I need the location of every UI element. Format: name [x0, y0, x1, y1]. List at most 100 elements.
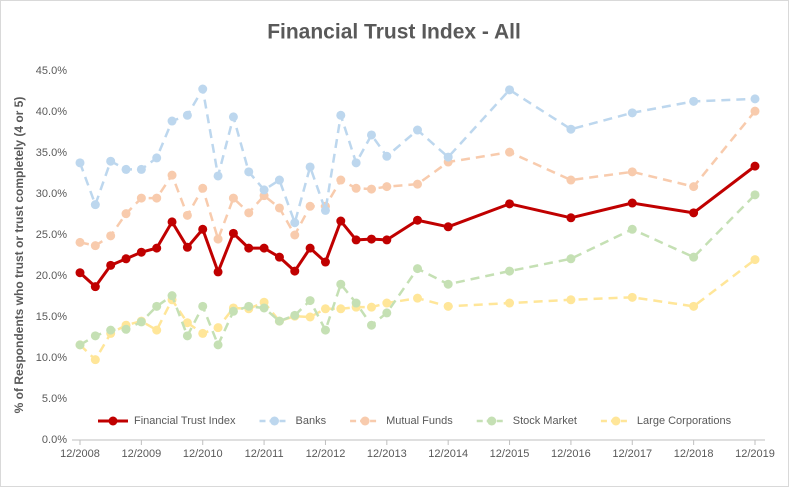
data-point	[505, 199, 515, 209]
data-point	[443, 222, 453, 232]
data-point	[274, 175, 284, 185]
data-point	[259, 185, 269, 195]
data-point	[244, 208, 254, 218]
y-tick-label: 30.0%	[36, 188, 67, 200]
data-point	[413, 125, 422, 135]
y-tick-label: 10.0%	[36, 352, 67, 364]
legend-label: Financial Trust Index	[134, 415, 236, 427]
series-line	[79, 110, 756, 247]
data-point	[336, 304, 346, 314]
data-point	[366, 320, 376, 330]
y-tick-label: 20.0%	[36, 270, 67, 282]
data-point	[75, 237, 85, 247]
data-point	[90, 355, 100, 365]
data-point	[689, 182, 699, 192]
data-point	[382, 182, 392, 192]
data-point	[167, 116, 177, 126]
data-point	[336, 110, 346, 120]
data-point	[121, 254, 131, 264]
data-point	[152, 153, 162, 163]
data-point	[443, 152, 453, 162]
data-point	[382, 151, 392, 161]
data-point	[182, 210, 192, 220]
data-point	[136, 193, 146, 203]
data-point	[121, 164, 131, 174]
data-point	[320, 304, 330, 314]
data-point	[366, 184, 376, 194]
data-point	[136, 317, 146, 327]
data-point	[305, 312, 315, 322]
series	[75, 190, 760, 350]
data-point	[750, 106, 760, 116]
data-point	[228, 112, 238, 122]
legend-label: Mutual Funds	[386, 415, 453, 427]
series	[75, 84, 760, 228]
y-tick-label: 45.0%	[36, 65, 67, 77]
chart-title: Financial Trust Index - All	[267, 21, 521, 44]
data-point	[152, 301, 162, 311]
data-point	[413, 264, 422, 274]
data-point	[750, 94, 760, 104]
data-point	[305, 243, 315, 253]
data-point	[443, 301, 453, 311]
data-point	[627, 167, 637, 177]
data-point	[305, 201, 315, 211]
data-point	[382, 298, 392, 308]
data-point	[228, 193, 238, 203]
data-point	[627, 224, 637, 234]
data-point	[167, 217, 177, 227]
data-point	[505, 147, 515, 157]
data-point	[244, 243, 254, 253]
data-point	[566, 254, 576, 264]
data-point	[198, 328, 208, 338]
x-tick-label: 12/2009	[121, 448, 161, 460]
data-point	[627, 108, 637, 118]
data-point	[213, 340, 223, 350]
data-point	[413, 179, 422, 189]
data-point	[336, 279, 346, 289]
data-point	[136, 164, 146, 174]
data-point	[90, 241, 100, 251]
data-point	[627, 198, 637, 208]
legend-label: Large Corporations	[637, 415, 732, 427]
data-point	[750, 255, 760, 265]
data-point	[750, 190, 760, 200]
data-point	[351, 235, 361, 245]
data-point	[121, 209, 131, 219]
y-tick-label: 35.0%	[36, 147, 67, 159]
data-point	[290, 218, 300, 228]
data-point	[290, 266, 300, 276]
data-point	[443, 279, 453, 289]
x-tick-label: 12/2018	[674, 448, 714, 460]
x-tick-label: 12/2010	[183, 448, 223, 460]
y-tick-label: 5.0%	[42, 393, 67, 405]
data-point	[274, 252, 284, 262]
legend-label: Banks	[296, 415, 327, 427]
data-point	[366, 130, 376, 140]
data-point	[689, 208, 699, 218]
data-point	[213, 267, 223, 277]
data-point	[351, 298, 361, 308]
data-point	[351, 158, 361, 168]
data-point	[121, 324, 131, 334]
series	[75, 161, 760, 292]
data-point	[152, 193, 162, 203]
y-axis-title: % of Respondents who trust or trust comp…	[12, 97, 26, 414]
data-point	[198, 84, 208, 94]
data-point	[75, 268, 85, 278]
data-point	[320, 325, 330, 335]
data-point	[413, 215, 422, 225]
data-point	[336, 216, 346, 226]
data-point	[198, 183, 208, 193]
data-point	[689, 252, 699, 262]
data-point	[366, 302, 376, 312]
x-tick-label: 12/2017	[612, 448, 652, 460]
series-line	[78, 87, 756, 224]
x-tick-label: 12/2016	[551, 448, 591, 460]
data-point	[90, 331, 100, 341]
data-point	[152, 325, 162, 335]
data-point	[274, 316, 284, 326]
data-point	[689, 301, 699, 311]
